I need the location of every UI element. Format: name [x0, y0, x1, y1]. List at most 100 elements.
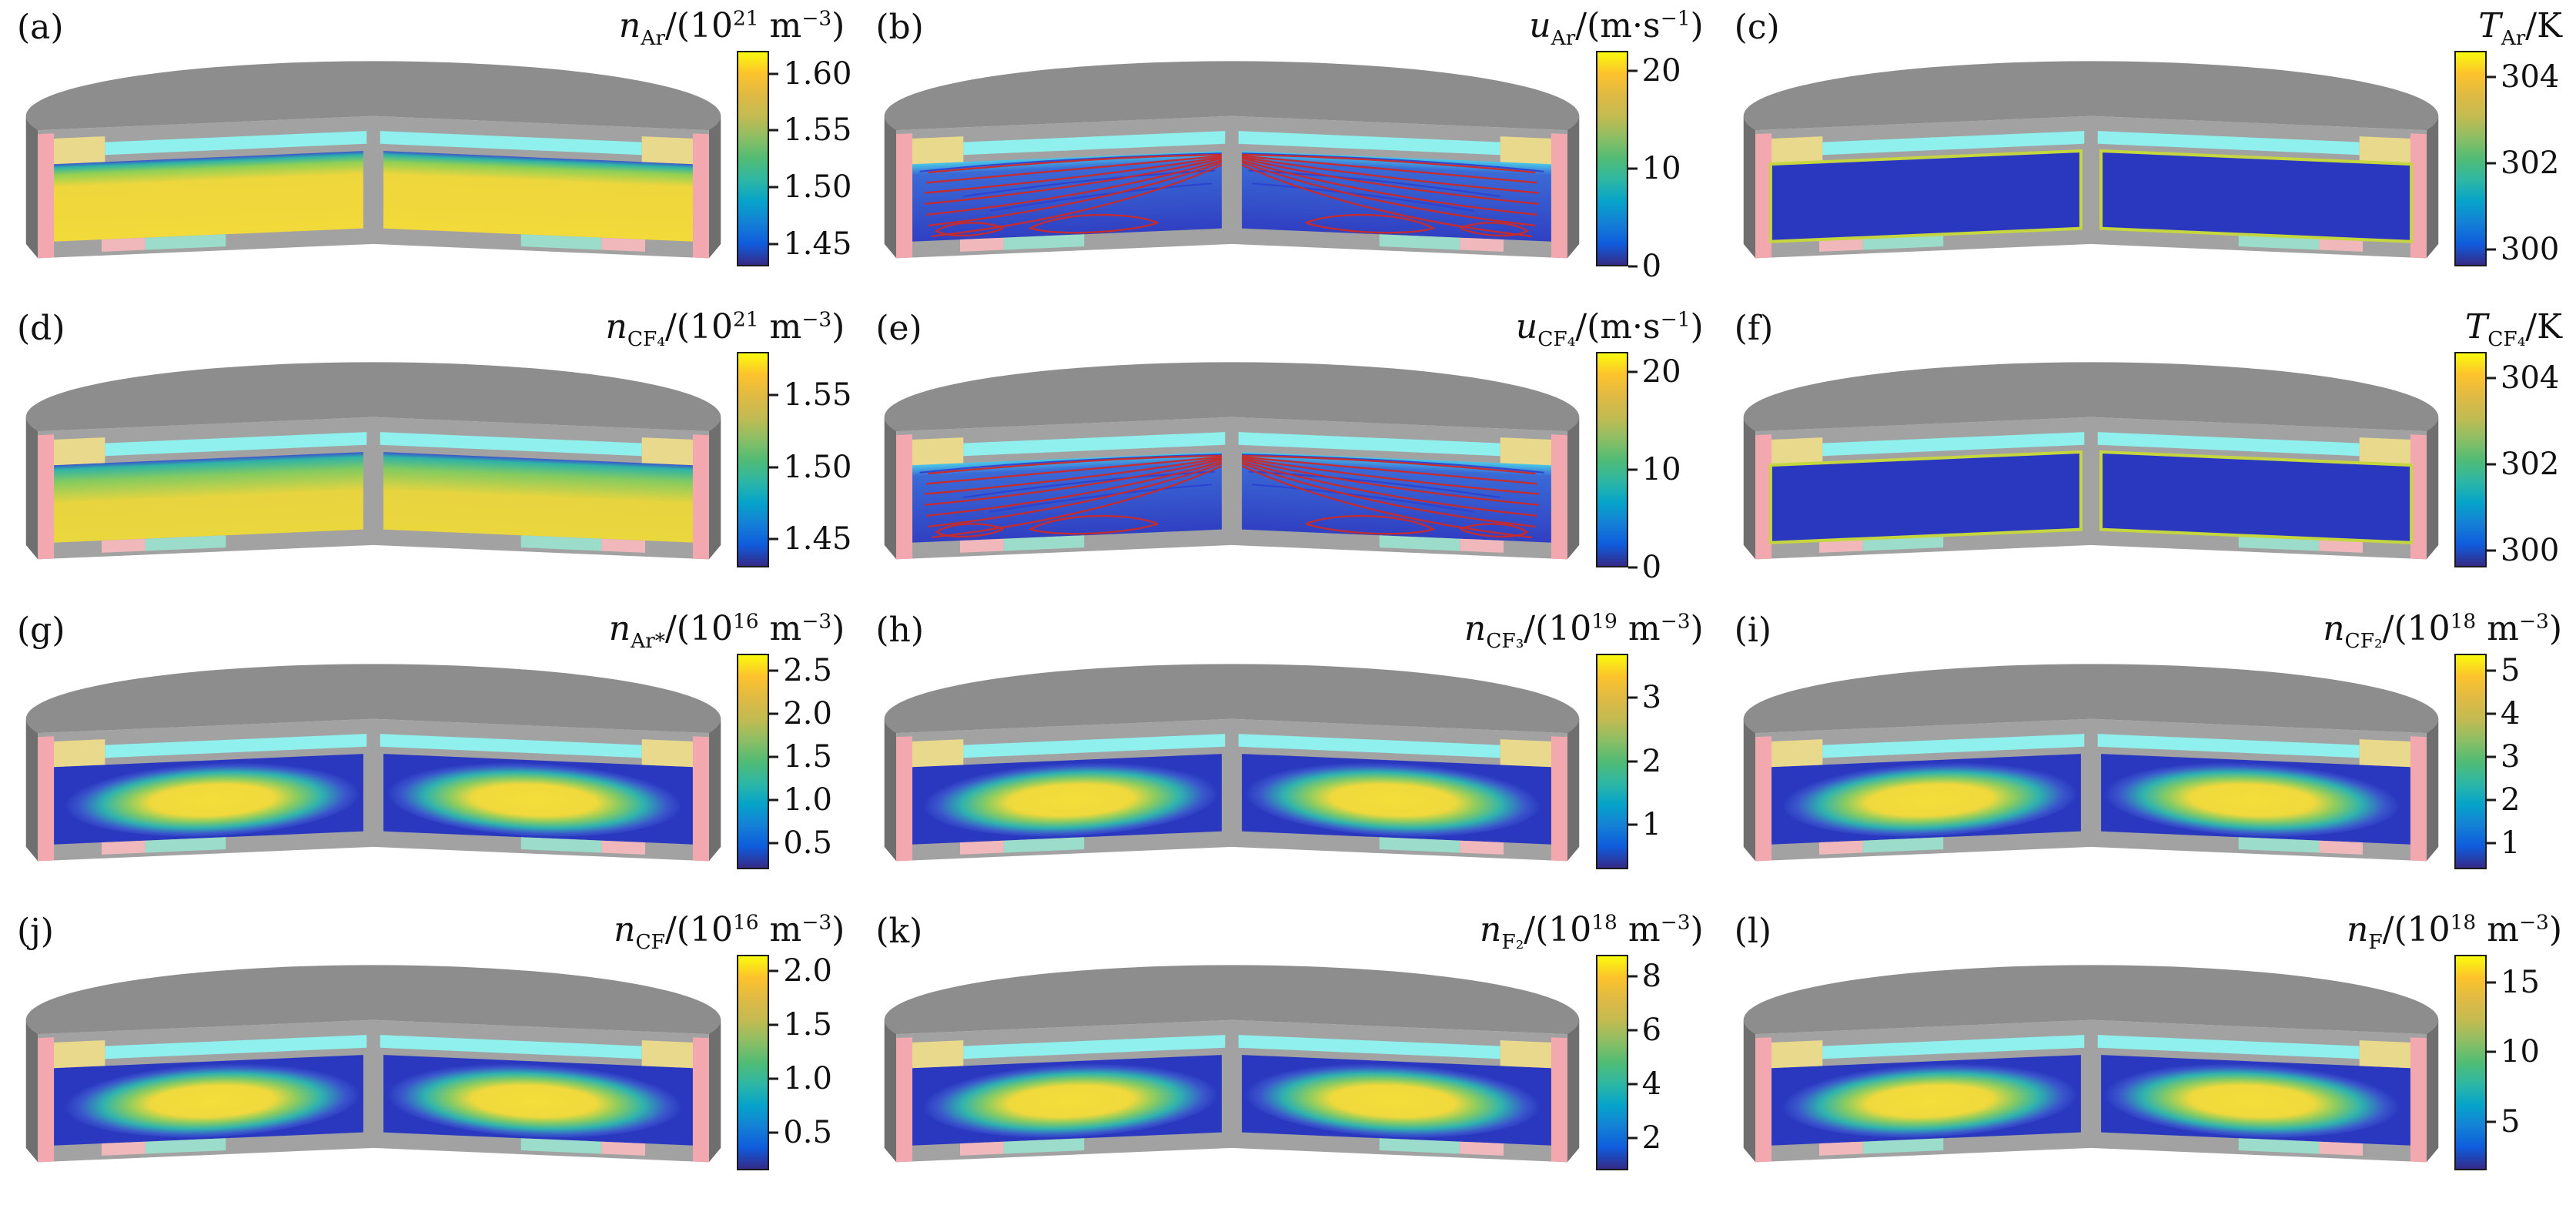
title-part: ) [1690, 909, 1704, 949]
colorbar: 2.0 1.5 1.0 0.5 [737, 954, 852, 1186]
chamber-cutaway-3d [1725, 939, 2457, 1193]
cut-face-left [1755, 417, 2091, 560]
title-part: 18 [2450, 608, 2477, 633]
cylinder-top [885, 663, 1580, 733]
cut-face-left [38, 1019, 373, 1163]
cut-face-right [2090, 1019, 2427, 1163]
colorbar-tick-label: 1.60 [783, 55, 852, 92]
title-part: /(m·s [1575, 307, 1661, 347]
title-part: n [614, 909, 636, 949]
colorbar-tick [2487, 75, 2496, 79]
colorbar-ticks: 2.5 2.0 1.5 1.0 0.5 [737, 654, 852, 869]
cut-face-left [1755, 115, 2091, 259]
colorbar-tick-label: 304 [2501, 59, 2560, 95]
title-part: ) [831, 909, 845, 949]
colorbar-tick [769, 466, 779, 469]
title-part: m [758, 6, 802, 45]
colorbar-gradient [2454, 51, 2487, 266]
colorbar-ticks: 5 4 3 2 1 [2454, 654, 2570, 869]
title-part: /(10 [664, 909, 733, 949]
colorbar-tick-label: 15 [2501, 964, 2540, 1000]
panel-h: (h) nCF₃/(1019 m−3) 3 2 1 [858, 603, 1717, 904]
colorbar: 15 10 5 [2454, 954, 2570, 1186]
chamber-3d-svg [885, 362, 1580, 560]
colorbar-tick-label: 1.0 [783, 1060, 832, 1096]
colorbar-gradient [1595, 653, 1628, 869]
colorbar-tick [769, 1023, 779, 1026]
title-part: 18 [2450, 910, 2477, 935]
cut-face-right [2090, 718, 2427, 861]
panel-title: nAr/(1021 m−3) [619, 6, 845, 50]
title-part: CF₂ [2344, 628, 2383, 653]
title-part: /(m·s [1575, 6, 1661, 45]
panel-title: nCF₂/(1018 m−3) [2323, 609, 2562, 653]
colorbar-tick-label: 302 [2501, 145, 2560, 181]
chamber-cutaway-3d [1725, 336, 2457, 590]
colorbar-tick-label: 1 [2501, 825, 2521, 861]
colorbar-tick [1628, 823, 1638, 826]
outer-wall-right [1567, 417, 1580, 560]
chamber-3d-svg [25, 362, 721, 560]
outer-wall-left [1743, 718, 1755, 861]
cylinder-top [1743, 663, 2438, 733]
outer-wall-left [885, 718, 897, 861]
cylinder-top [885, 965, 1580, 1034]
colorbar-tick-label: 1.45 [783, 520, 852, 557]
cut-face-right [2090, 417, 2427, 560]
chamber-3d-svg [885, 965, 1580, 1163]
panel-label: (a) [17, 8, 64, 47]
title-part: /(10 [664, 307, 733, 347]
title-part: −1 [1660, 6, 1691, 31]
cut-face-left [38, 718, 373, 861]
outer-wall-right [2426, 115, 2438, 259]
chamber-cutaway-3d [8, 939, 739, 1193]
cut-face-left [38, 115, 373, 259]
colorbar-tick [2487, 669, 2496, 672]
hot-wall-contour [2099, 450, 2413, 545]
chamber-3d-svg [1743, 61, 2438, 259]
colorbar-tick [2487, 712, 2496, 715]
colorbar-tick [2487, 248, 2496, 251]
cut-face-right [1232, 718, 1568, 861]
title-part: n [608, 608, 631, 648]
colorbar-tick-label: 0.5 [783, 1114, 832, 1150]
colorbar: 3 2 1 [1595, 653, 1711, 885]
colorbar-tick-label: 3 [1641, 680, 1662, 716]
title-part: n [605, 307, 627, 347]
outer-wall-left [25, 115, 38, 259]
outer-wall-right [1567, 1019, 1580, 1163]
panel-g: (g) nAr*/(1016 m−3) 2.5 2.0 1.5 1.0 0.5 [0, 603, 858, 904]
cut-face-right [373, 417, 709, 560]
colorbar-tick-label: 0 [1641, 249, 1662, 284]
panel-title: TCF₄/K [2465, 307, 2562, 351]
panel-title: uCF₄/(m·s−1) [1516, 307, 1704, 351]
colorbar-tick [1628, 468, 1638, 471]
outer-wall-left [885, 1019, 897, 1163]
colorbar-tick-label: 2 [1641, 743, 1662, 779]
colorbar-tick [769, 669, 779, 672]
cut-face-left [38, 417, 373, 560]
panel-c: (c) TAr/K 304 302 300 [1718, 0, 2576, 301]
outer-wall-left [25, 417, 38, 560]
colorbar-tick-label: 302 [2501, 446, 2560, 482]
title-part: /(10 [1524, 909, 1592, 949]
panel-title: nCF₃/(1019 m−3) [1464, 609, 1704, 653]
title-part: Ar [1551, 25, 1576, 50]
colorbar: 8 6 4 2 [1595, 954, 1711, 1186]
outer-wall-left [25, 718, 38, 861]
panel-label: (j) [17, 911, 54, 951]
cut-face-right [2090, 115, 2427, 259]
colorbar-tick-label: 1.0 [783, 782, 832, 818]
colorbar-gradient [2454, 954, 2487, 1170]
colorbar-tick [1628, 1029, 1638, 1032]
colorbar-tick [769, 129, 779, 132]
panel-title: nF₂/(1018 m−3) [1480, 910, 1704, 954]
colorbar-gradient [737, 954, 770, 1170]
chamber-cutaway-3d [8, 336, 739, 590]
panel-label: (l) [1734, 911, 1772, 951]
colorbar-tick [2487, 755, 2496, 758]
colorbar-gradient [737, 352, 770, 568]
colorbar-ticks: 8 6 4 2 [1596, 955, 1711, 1170]
title-part: m [2476, 608, 2519, 648]
